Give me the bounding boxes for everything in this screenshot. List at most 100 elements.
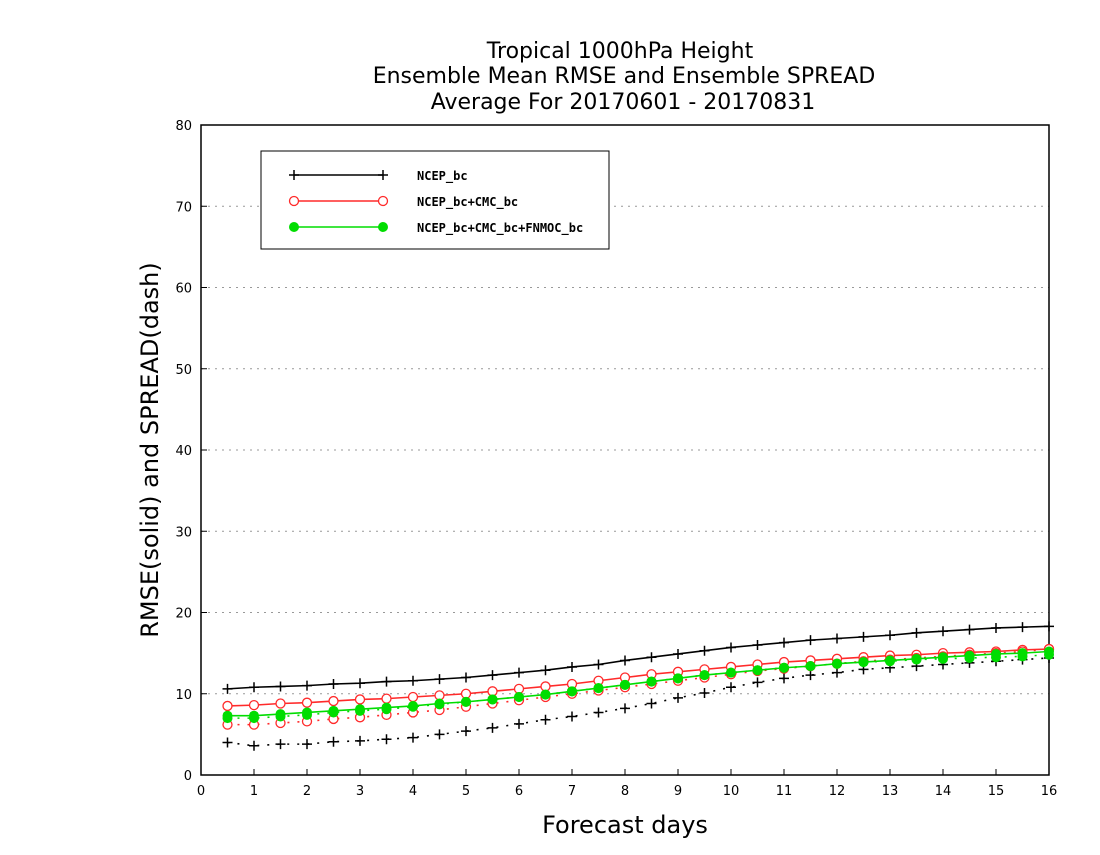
- rmse-point: [1044, 621, 1054, 632]
- legend-marker: [378, 170, 388, 180]
- rmse-point: [938, 626, 948, 637]
- x-tick-label: 16: [1041, 784, 1058, 799]
- spread-point: [858, 657, 869, 668]
- spread-point: [832, 667, 842, 678]
- rmse-point: [461, 672, 471, 683]
- legend-marker: [289, 170, 299, 180]
- series-line-spread: [227, 648, 1050, 726]
- legend: NCEP_bc NCEP_bc+CMC_bc NCEP_bc+CMC_bc+FNMO…: [260, 150, 610, 250]
- y-tick-label: 70: [175, 200, 192, 215]
- rmse-point: [752, 640, 763, 650]
- spread-point: [752, 677, 763, 688]
- spread-point: [991, 652, 1001, 663]
- title-line-1: Tropical 1000hPa Height: [486, 39, 754, 64]
- spread-point: [275, 739, 286, 750]
- x-tick-label: 9: [674, 784, 682, 799]
- rmse-point: [991, 622, 1001, 633]
- spread-point: [593, 683, 604, 694]
- spread-point: [302, 739, 312, 750]
- x-tick-label: 0: [197, 784, 205, 799]
- y-tick-label: 10: [175, 688, 192, 703]
- rmse-point: [726, 642, 736, 653]
- spread-point: [355, 705, 365, 716]
- rmse-point: [222, 700, 233, 712]
- spread-point: [832, 658, 842, 669]
- rmse-point: [779, 637, 789, 648]
- rmse-point: [646, 652, 657, 663]
- spread-point: [328, 736, 339, 747]
- rmse-point: [222, 683, 233, 694]
- spread-point: [1044, 649, 1054, 660]
- series-group: [222, 643, 1055, 730]
- spread-point: [885, 656, 895, 667]
- rmse-point: [328, 695, 339, 707]
- spread-point: [673, 673, 683, 684]
- rmse-point: [248, 699, 260, 711]
- spread-point: [222, 737, 233, 748]
- rmse-point: [355, 678, 365, 689]
- spread-point: [434, 729, 445, 740]
- title-line-2: Ensemble Mean RMSE and Ensemble SPREAD: [373, 64, 876, 89]
- x-tick-label: 6: [515, 784, 523, 799]
- rmse-point: [301, 697, 313, 708]
- x-tick-label: 3: [356, 784, 364, 799]
- legend-label: NCEP_bc+CMC_bc+FNMOC_bc: [417, 221, 583, 236]
- rmse-point: [699, 645, 710, 656]
- x-tick-label: 11: [776, 784, 793, 799]
- rmse-point: [434, 674, 445, 685]
- spread-point: [514, 692, 524, 702]
- x-tick-label: 8: [621, 784, 629, 799]
- spread-point: [593, 707, 604, 718]
- spread-point: [1017, 651, 1028, 662]
- spread-point: [514, 718, 524, 729]
- spread-point: [408, 701, 418, 712]
- y-tick-label: 0: [184, 769, 192, 784]
- spread-point: [779, 662, 789, 673]
- spread-point: [408, 732, 418, 743]
- rmse-point: [381, 676, 392, 687]
- legend-label: NCEP_bc+CMC_bc: [417, 195, 518, 210]
- series-layer: [222, 621, 1055, 751]
- x-tick-label: 13: [882, 784, 899, 799]
- rmse-point: [858, 631, 869, 642]
- rmse-point: [487, 670, 498, 681]
- rmse-point: [832, 633, 842, 644]
- chart-title: Tropical 1000hPa Height Ensemble Mean RM…: [373, 39, 876, 115]
- spread-point: [487, 694, 498, 705]
- legend-box: [260, 150, 610, 250]
- x-tick-label: 4: [409, 784, 417, 799]
- y-tick-label: 30: [175, 525, 192, 540]
- x-tick-label: 5: [462, 784, 470, 799]
- series-group: [222, 646, 1054, 724]
- spread-point: [249, 713, 259, 724]
- spread-point: [699, 687, 710, 698]
- y-tick-label: 60: [175, 282, 192, 297]
- spread-point: [540, 714, 551, 725]
- spread-point: [673, 692, 683, 703]
- y-axis-title: RMSE(solid) and SPREAD(dash): [136, 262, 164, 638]
- spread-point: [911, 654, 922, 665]
- y-tick-label: 80: [175, 119, 192, 134]
- rmse-point: [514, 667, 524, 678]
- rmse-point: [620, 655, 630, 666]
- spread-point: [302, 709, 312, 720]
- spread-point: [222, 713, 233, 724]
- x-tick-label: 7: [568, 784, 576, 799]
- rmse-point: [328, 679, 339, 689]
- spread-point: [699, 670, 710, 681]
- spread-point: [620, 679, 630, 690]
- spread-point: [487, 722, 498, 733]
- rmse-point: [540, 665, 551, 676]
- grid-lines: [201, 205, 1049, 695]
- rmse-point: [302, 680, 312, 691]
- spread-point: [434, 699, 445, 710]
- rmse-point: [567, 661, 577, 672]
- legend-marker: [289, 222, 299, 232]
- x-axis-title: Forecast days: [542, 811, 708, 839]
- spread-point: [249, 740, 259, 751]
- x-tick-label: 10: [723, 784, 740, 799]
- rmse-point: [964, 624, 975, 635]
- x-tick-label: 12: [829, 784, 846, 799]
